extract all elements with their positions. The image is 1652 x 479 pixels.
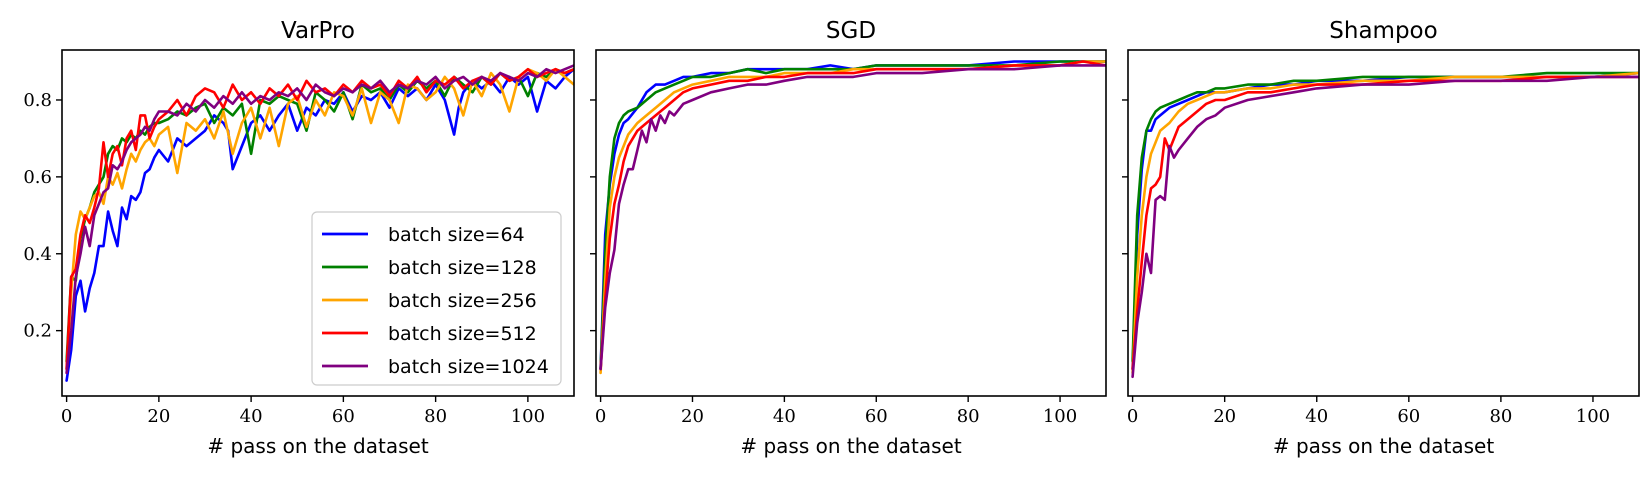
x-tick-label: 100 [511,406,545,427]
x-tick-label: 100 [1043,406,1077,427]
series-line-batch-size-1024 [1131,75,1639,379]
series-line-batch-size-256 [1131,71,1639,375]
x-tick-label: 80 [957,406,980,427]
legend-box [311,211,562,386]
x-tick-label: 40 [1305,406,1328,427]
series-line-batch-size-512 [599,60,1106,371]
series-line-batch-size-128 [599,60,1106,371]
x-tick-label: 100 [1576,406,1610,427]
panel-title: VarPro [281,18,355,44]
series-line-batch-size-128 [1131,71,1639,363]
y-tick-label: 0.8 [23,90,52,111]
panel-title: SGD [826,18,876,44]
plot-frame [61,49,575,397]
legend-item: batch size=128 [322,257,537,279]
series-line-batch-size-1024 [65,64,574,375]
panel-varpro: VarPro 0 20 40 60 80 100 0.2 0.4 0.6 0.8 # pass on … [23,18,575,458]
legend-label: batch size=128 [388,257,537,279]
series-group [65,64,574,382]
x-tick-label: 0 [1127,406,1138,427]
x-tick-label: 60 [332,406,355,427]
x-axis-label: # pass on the dataset [1273,434,1494,458]
x-tick-label: 40 [240,406,263,427]
x-tick-label: 60 [865,406,888,427]
x-tick-label: 60 [1397,406,1420,427]
series-line-batch-size-256 [599,60,1106,375]
x-tick-label: 20 [1213,406,1236,427]
x-tick-label: 20 [147,406,170,427]
x-tick-label: 40 [773,406,796,427]
y-tick-label: 0.2 [23,321,52,342]
x-axis-label: # pass on the dataset [207,434,428,458]
legend-item: batch size=1024 [322,356,549,378]
series-line-batch-size-512 [65,67,574,371]
panel-shampoo: Shampoo 0 20 40 60 80 100 # pass on the dataset [1122,18,1640,458]
legend-label: batch size=512 [388,323,537,345]
x-tick-label: 20 [681,406,704,427]
legend-label: batch size=1024 [388,356,549,378]
legend: batch size=64 batch size=128 batch size=25… [311,211,562,386]
legend-item: batch size=512 [322,323,537,345]
x-tick-label: 0 [61,406,72,427]
series-group [599,60,1106,375]
legend-label: batch size=256 [388,290,537,312]
panel-title: Shampoo [1329,18,1437,44]
series-line-batch-size-64 [599,60,1106,371]
series-group [1131,71,1639,379]
x-tick-label: 80 [1489,406,1512,427]
series-line-batch-size-1024 [599,64,1106,371]
plot-frame [595,49,1107,397]
x-axis-label: # pass on the dataset [740,434,961,458]
series-line-batch-size-512 [1131,75,1639,371]
legend-label: batch size=64 [388,224,525,246]
y-tick-label: 0.6 [23,167,52,188]
x-tick-label: 80 [424,406,447,427]
legend-item: batch size=256 [322,290,537,312]
legend-item: batch size=64 [322,224,525,246]
plot-frame [1127,49,1640,397]
x-tick-label: 0 [595,406,606,427]
y-tick-label: 0.4 [23,244,52,265]
panel-sgd: SGD 0 20 40 60 80 100 # pass on the dataset [590,18,1107,458]
